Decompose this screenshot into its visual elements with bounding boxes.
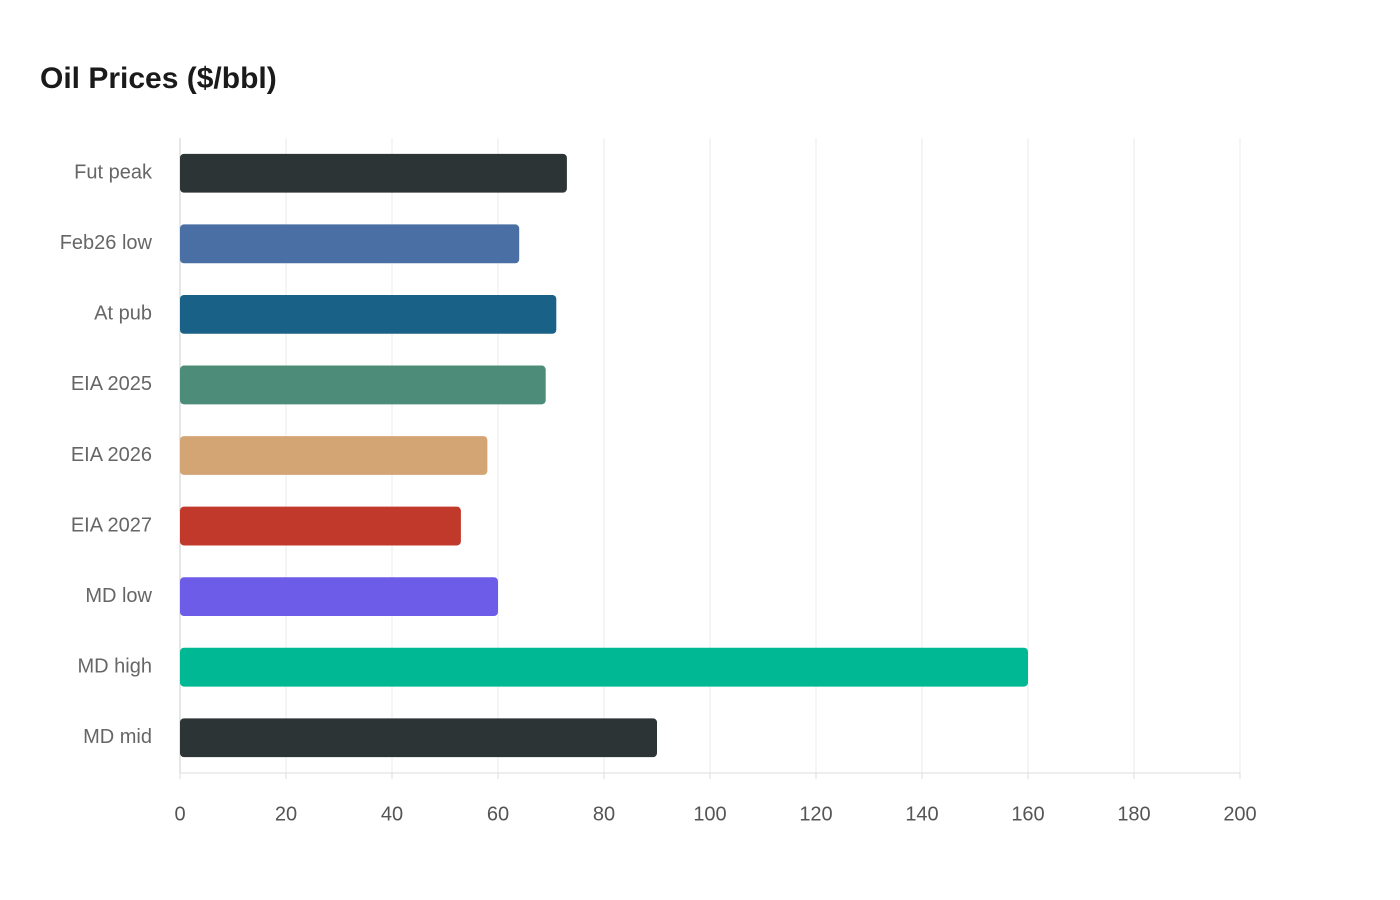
- y-tick-label: MD high: [78, 655, 152, 677]
- x-tick-label: 200: [1223, 803, 1256, 825]
- bar: [180, 224, 520, 264]
- bar: [180, 365, 546, 405]
- x-tick-label: 120: [799, 803, 832, 825]
- x-tick-label: 0: [174, 803, 185, 825]
- bar: [180, 294, 557, 334]
- y-tick-label: Fut peak: [74, 162, 153, 184]
- y-tick-label: EIA 2026: [71, 444, 152, 466]
- x-tick-label: 160: [1011, 803, 1044, 825]
- bar: [180, 153, 567, 193]
- x-tick-label: 20: [275, 803, 297, 825]
- y-tick-label: EIA 2027: [71, 514, 152, 536]
- y-tick-label: Feb26 low: [60, 232, 153, 254]
- bar: [180, 718, 657, 758]
- x-tick-label: 100: [693, 803, 726, 825]
- bar: [180, 506, 461, 546]
- y-tick-label: MD mid: [83, 726, 152, 748]
- y-tick-label: At pub: [94, 303, 152, 325]
- x-tick-label: 140: [905, 803, 938, 825]
- x-tick-label: 60: [487, 803, 509, 825]
- chart-title: Oil Prices ($/bbl): [40, 62, 277, 95]
- bar: [180, 436, 488, 475]
- x-tick-label: 80: [593, 803, 615, 825]
- y-tick-label: MD low: [85, 585, 152, 607]
- y-tick-label: EIA 2025: [71, 373, 152, 395]
- bar: [180, 647, 1028, 687]
- x-tick-label: 40: [381, 803, 403, 825]
- bar: [180, 577, 498, 617]
- x-tick-label: 180: [1117, 803, 1150, 825]
